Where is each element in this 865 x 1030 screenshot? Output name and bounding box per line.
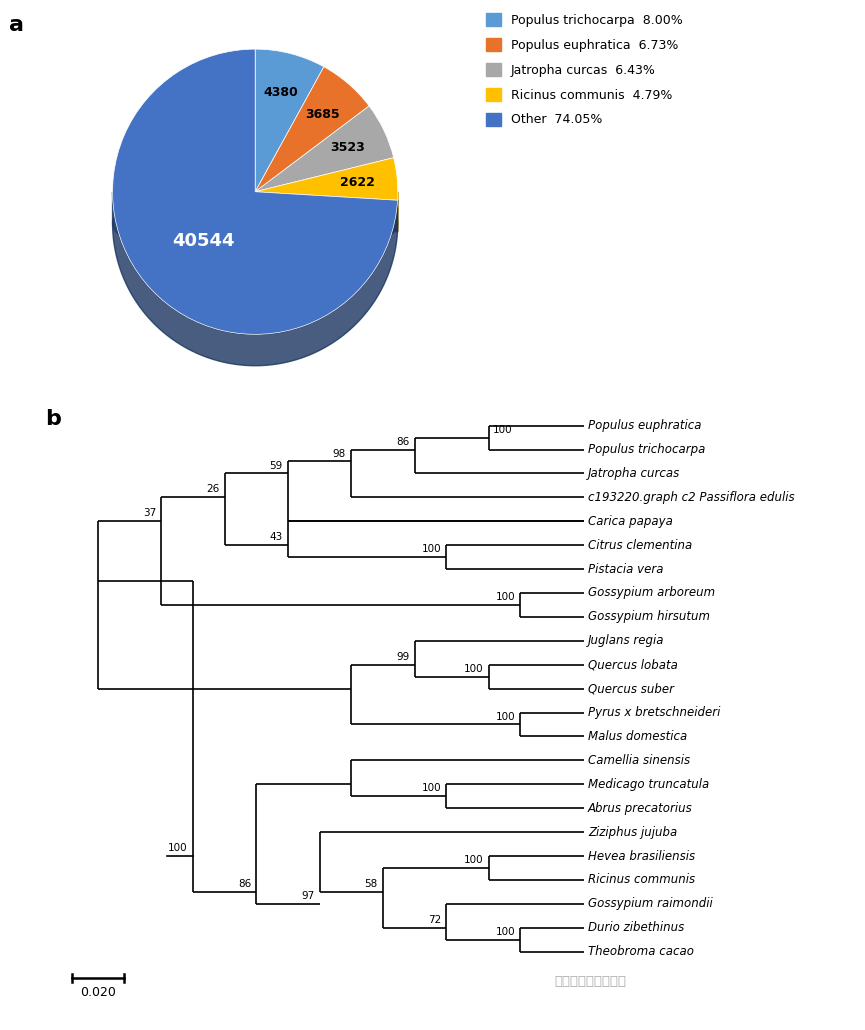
Text: 100: 100: [496, 927, 515, 937]
Text: 72: 72: [428, 915, 441, 925]
Text: 100: 100: [464, 855, 484, 865]
Text: Camellia sinensis: Camellia sinensis: [588, 754, 690, 767]
Ellipse shape: [112, 183, 398, 263]
Text: 59: 59: [270, 460, 283, 471]
Legend: Populus trichocarpa  8.00%, Populus euphratica  6.73%, Jatropha curcas  6.43%, R: Populus trichocarpa 8.00%, Populus euphr…: [481, 8, 688, 132]
Text: 100: 100: [493, 424, 513, 435]
Text: Gossypium arboreum: Gossypium arboreum: [588, 586, 715, 599]
Text: c193220.graph c2 Passiflora edulis: c193220.graph c2 Passiflora edulis: [588, 491, 795, 504]
Wedge shape: [112, 49, 398, 335]
Text: 2622: 2622: [340, 176, 375, 188]
Text: 100: 100: [421, 784, 441, 793]
Text: 100: 100: [464, 663, 484, 674]
Text: 100: 100: [168, 844, 188, 853]
Text: 100: 100: [421, 544, 441, 554]
Wedge shape: [255, 106, 394, 192]
Wedge shape: [255, 158, 398, 200]
Text: 3523: 3523: [330, 141, 365, 154]
Text: 100: 100: [496, 592, 515, 603]
Text: 4380: 4380: [263, 85, 298, 99]
Polygon shape: [112, 192, 398, 366]
Text: Medicago truncatula: Medicago truncatula: [588, 778, 709, 791]
Text: 99: 99: [396, 652, 409, 662]
Text: 中国热带农业科学院: 中国热带农业科学院: [554, 974, 626, 988]
Text: 98: 98: [333, 449, 346, 458]
Text: b: b: [45, 409, 61, 428]
Text: Abrus precatorius: Abrus precatorius: [588, 801, 693, 815]
Text: 0.020: 0.020: [80, 987, 116, 999]
Text: Quercus suber: Quercus suber: [588, 682, 674, 695]
Text: Ricinus communis: Ricinus communis: [588, 873, 695, 887]
Text: Populus euphratica: Populus euphratica: [588, 419, 702, 433]
Text: 58: 58: [364, 879, 378, 889]
Text: Pistacia vera: Pistacia vera: [588, 562, 663, 576]
Text: Gossypium raimondii: Gossypium raimondii: [588, 897, 713, 911]
Text: Populus trichocarpa: Populus trichocarpa: [588, 443, 705, 456]
Text: Theobroma cacao: Theobroma cacao: [588, 946, 694, 958]
Polygon shape: [255, 192, 398, 232]
Text: Pyrus x bretschneideri: Pyrus x bretschneideri: [588, 706, 721, 719]
Text: 43: 43: [270, 533, 283, 543]
Text: Malus domestica: Malus domestica: [588, 730, 687, 743]
Text: Citrus clementina: Citrus clementina: [588, 539, 692, 552]
Text: Carica papaya: Carica papaya: [588, 515, 673, 527]
Wedge shape: [255, 49, 324, 192]
Text: Gossypium hirsutum: Gossypium hirsutum: [588, 611, 710, 623]
Text: a: a: [9, 15, 23, 35]
Text: 26: 26: [206, 484, 220, 494]
Text: 37: 37: [143, 509, 156, 518]
Text: Durio zibethinus: Durio zibethinus: [588, 921, 684, 934]
Text: 3685: 3685: [305, 108, 340, 121]
Text: Hevea brasiliensis: Hevea brasiliensis: [588, 850, 695, 862]
Text: Quercus lobata: Quercus lobata: [588, 658, 678, 672]
Text: 97: 97: [301, 891, 315, 901]
Text: 40544: 40544: [172, 232, 234, 249]
Text: Juglans regia: Juglans regia: [588, 634, 664, 647]
Text: Ziziphus jujuba: Ziziphus jujuba: [588, 826, 677, 838]
Text: 86: 86: [238, 879, 251, 889]
Text: Jatropha curcas: Jatropha curcas: [588, 467, 680, 480]
Wedge shape: [255, 67, 369, 192]
Text: 100: 100: [496, 712, 515, 722]
Polygon shape: [255, 192, 398, 232]
Text: 86: 86: [396, 437, 409, 447]
